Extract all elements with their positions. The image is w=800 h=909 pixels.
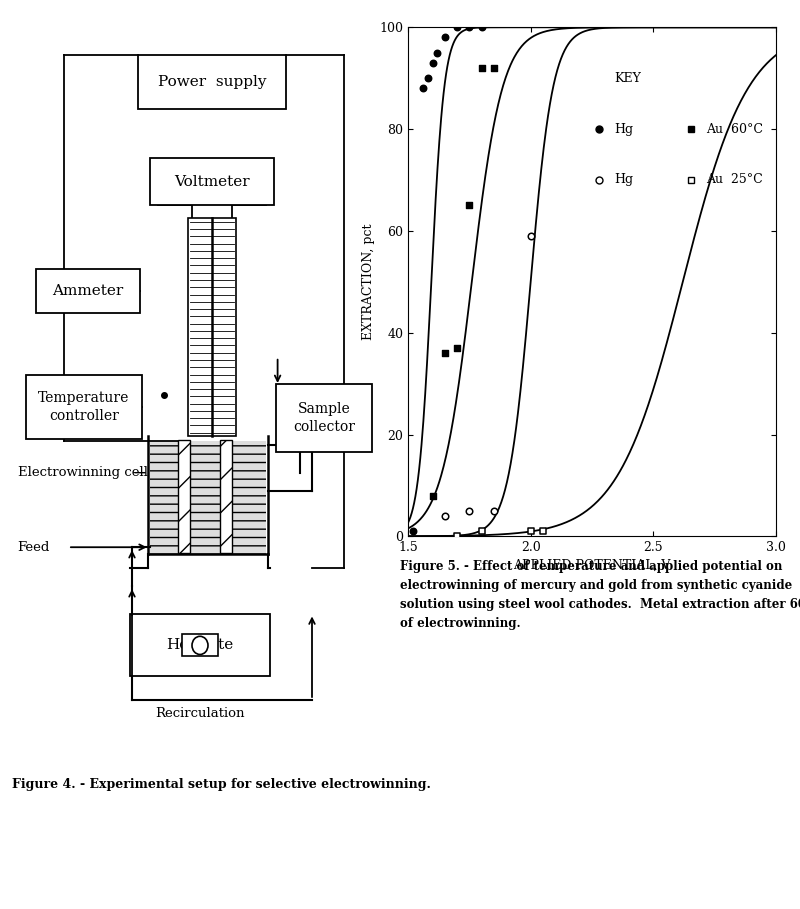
Text: Au  60°C: Au 60°C bbox=[706, 123, 763, 135]
Point bbox=[450, 341, 463, 355]
Bar bbox=[150, 158, 274, 205]
Text: Ammeter: Ammeter bbox=[52, 284, 124, 298]
Text: KEY: KEY bbox=[614, 72, 641, 85]
Text: Hotplate: Hotplate bbox=[166, 638, 234, 653]
Point bbox=[422, 71, 434, 85]
Point bbox=[416, 81, 429, 95]
Bar bbox=[178, 440, 190, 553]
Y-axis label: EXTRACTION, pct: EXTRACTION, pct bbox=[362, 224, 375, 340]
Bar bbox=[276, 384, 372, 452]
Point bbox=[463, 504, 476, 518]
Point bbox=[524, 524, 537, 538]
Point bbox=[450, 529, 463, 544]
Text: Figure 5. - Effect of temperature and applied potential on
electrowinning of mer: Figure 5. - Effect of temperature and ap… bbox=[400, 561, 800, 631]
Point bbox=[463, 20, 476, 35]
Point bbox=[431, 45, 444, 60]
Bar bbox=[150, 441, 266, 554]
Point bbox=[450, 20, 463, 35]
Bar bbox=[138, 55, 286, 109]
X-axis label: APPLIED POTENTIAL, V: APPLIED POTENTIAL, V bbox=[514, 558, 670, 572]
Text: Sample
collector: Sample collector bbox=[293, 402, 355, 435]
Point bbox=[406, 524, 419, 538]
Point bbox=[487, 504, 500, 518]
Point bbox=[426, 488, 439, 503]
Text: Electrowinning cell: Electrowinning cell bbox=[18, 466, 147, 479]
Text: Voltmeter: Voltmeter bbox=[174, 175, 250, 189]
Text: Hg: Hg bbox=[614, 123, 634, 135]
Point bbox=[438, 509, 451, 524]
Point bbox=[475, 524, 488, 538]
Point bbox=[426, 55, 439, 70]
Text: Temperature
controller: Temperature controller bbox=[38, 391, 130, 424]
Point bbox=[475, 61, 488, 75]
Point bbox=[438, 30, 451, 45]
Point bbox=[537, 524, 550, 538]
Point bbox=[463, 198, 476, 213]
Bar bbox=[188, 218, 236, 436]
Bar bbox=[221, 440, 232, 553]
Text: Feed: Feed bbox=[18, 541, 50, 554]
Point bbox=[524, 229, 537, 244]
Bar bbox=[26, 375, 142, 439]
Bar bbox=[36, 269, 140, 313]
Point bbox=[475, 20, 488, 35]
Bar bbox=[182, 634, 218, 656]
Point bbox=[438, 345, 451, 360]
Circle shape bbox=[192, 636, 208, 654]
Text: Recirculation: Recirculation bbox=[155, 707, 245, 720]
Text: Hg: Hg bbox=[614, 174, 634, 186]
Bar bbox=[130, 614, 270, 676]
Point bbox=[487, 61, 500, 75]
Text: Figure 4. - Experimental setup for selective electrowinning.: Figure 4. - Experimental setup for selec… bbox=[12, 778, 431, 791]
Text: Au  25°C: Au 25°C bbox=[706, 174, 763, 186]
Text: Power  supply: Power supply bbox=[158, 75, 266, 89]
